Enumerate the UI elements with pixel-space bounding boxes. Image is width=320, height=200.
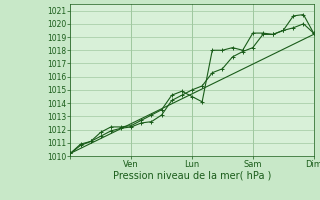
X-axis label: Pression niveau de la mer( hPa ): Pression niveau de la mer( hPa ) bbox=[113, 171, 271, 181]
